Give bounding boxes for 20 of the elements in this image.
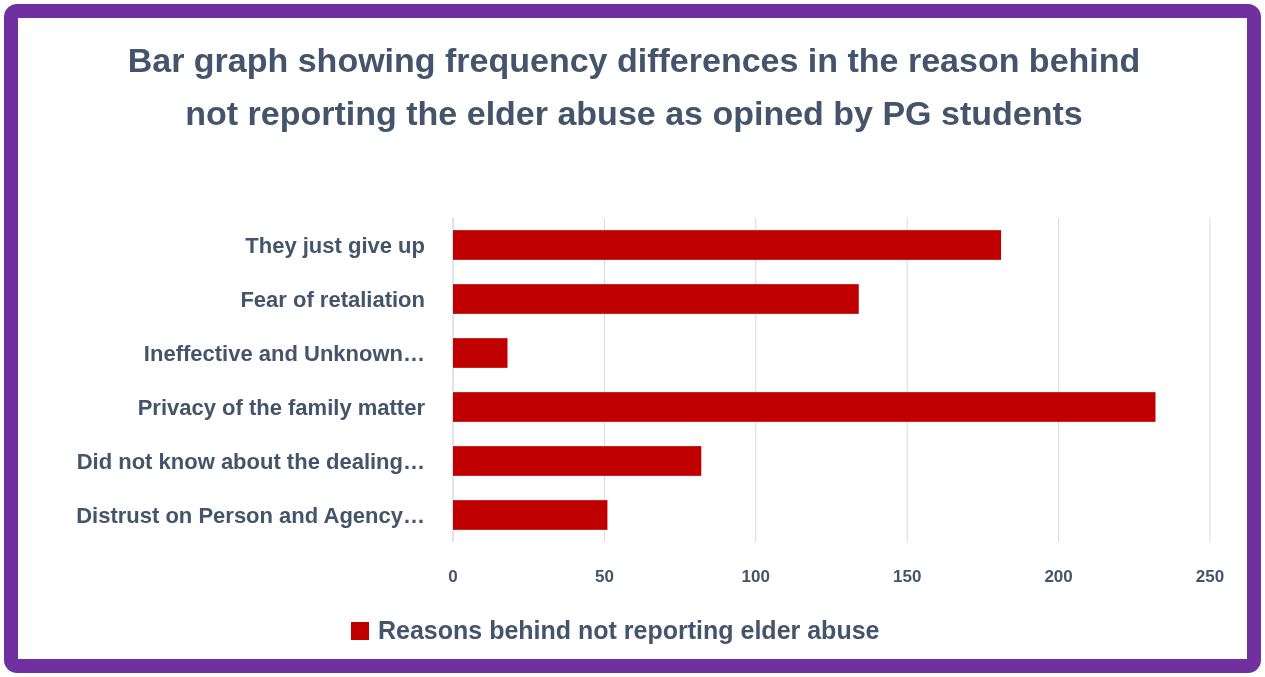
- chart-title: Bar graph showing frequency differences in the reason behind not reporting the elder abuse as opined by PG students: [127, 41, 1141, 132]
- x-tick-label: 50: [594, 567, 614, 586]
- bar: [453, 338, 508, 368]
- bar: [453, 446, 702, 476]
- bar: [453, 500, 608, 530]
- legend-label: Reasons behind not reporting elder abuse: [378, 616, 880, 644]
- y-tick-label: Ineffective and Unknown…: [143, 341, 425, 366]
- x-tick-label: 100: [741, 567, 770, 586]
- x-tick-label: 150: [893, 567, 922, 586]
- y-tick-label: Did not know about the dealing…: [76, 449, 425, 474]
- x-tick-label: 200: [1044, 567, 1073, 586]
- y-tick-label: Privacy of the family matter: [137, 395, 426, 420]
- y-tick-label: Distrust on Person and Agency…: [76, 503, 425, 528]
- y-tick-label: They just give up: [245, 233, 425, 258]
- bar: [453, 284, 859, 314]
- bar: [453, 392, 1156, 422]
- bar: [453, 230, 1002, 260]
- x-tick-label: 0: [448, 567, 458, 586]
- y-tick-label: Fear of retaliation: [240, 287, 425, 312]
- x-tick-label: 250: [1195, 567, 1225, 586]
